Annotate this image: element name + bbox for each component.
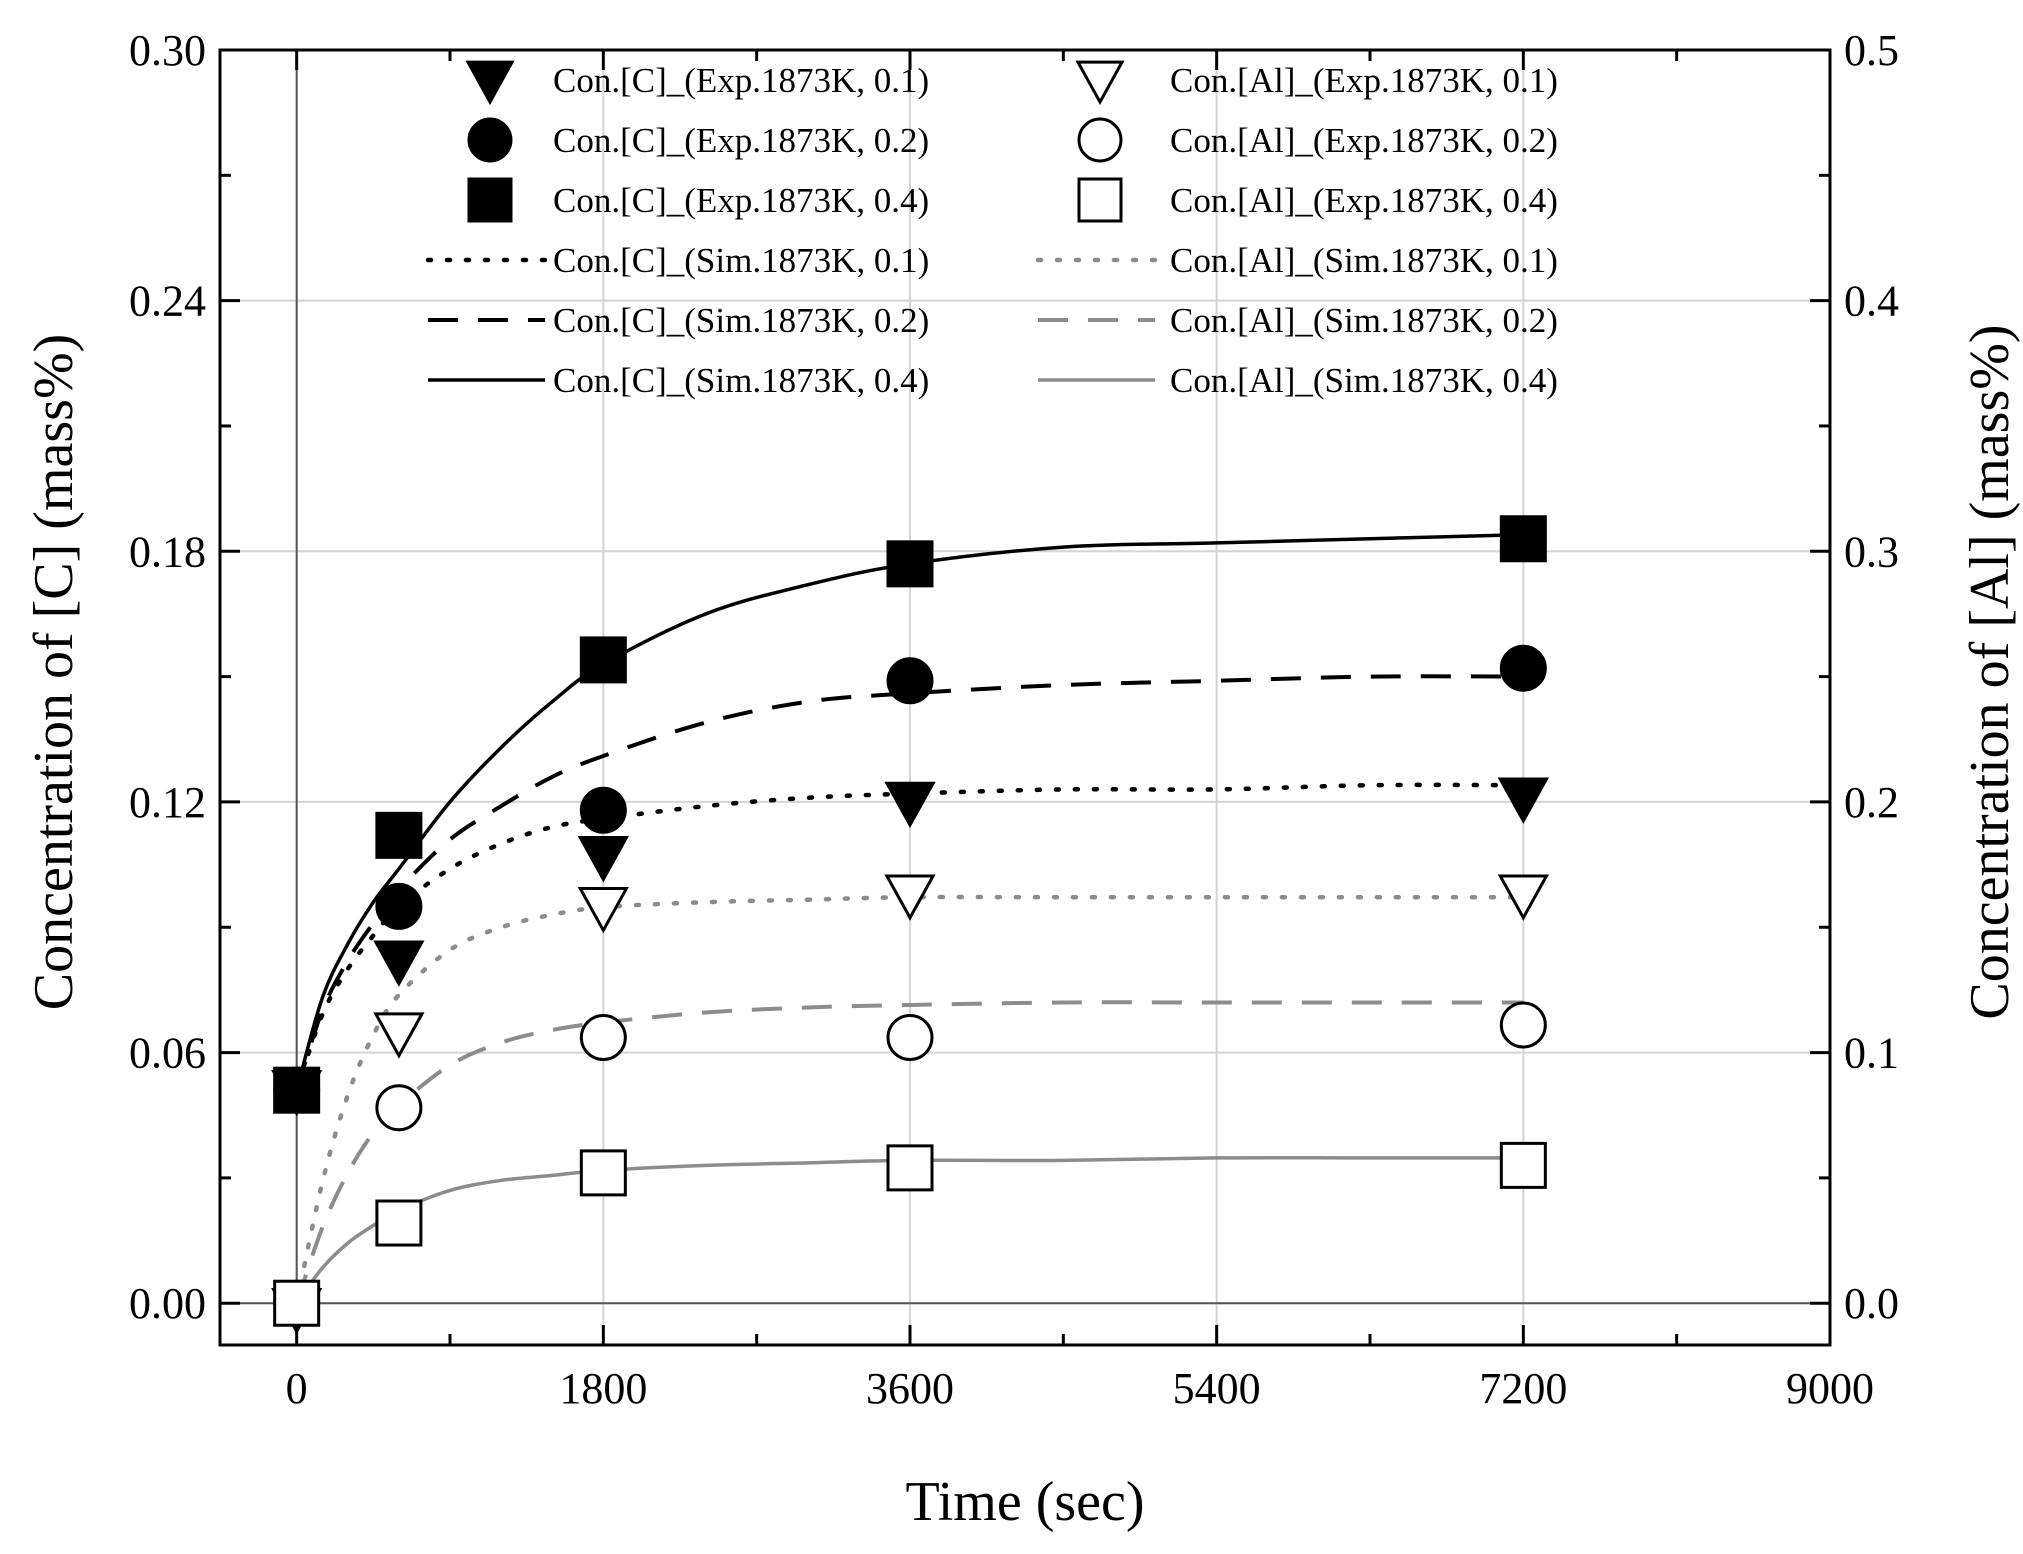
legend-symbol-5: [1077, 177, 1123, 223]
legend-label-3: Con.[Al]_(Exp.1873K, 0.1): [1170, 61, 1558, 100]
legend-symbol-2: [467, 177, 513, 223]
data-point-series-2: [886, 540, 934, 588]
x-tick-label: 7200: [1479, 1364, 1567, 1413]
data-point-series-0: [577, 836, 629, 883]
y-left-tick-label: 0.12: [129, 778, 206, 827]
x-axis-label: Time (sec): [905, 1471, 1144, 1533]
series-line-9: [294, 894, 1526, 1306]
y-axis-right-label: Concentration of [Al] (mass%): [1959, 324, 2021, 1019]
data-point-series-3: [577, 887, 629, 934]
y-left-tick-label: 0.06: [129, 1029, 206, 1078]
y-right-tick-label: 0.3: [1844, 527, 1899, 576]
data-point-series-4: [375, 1084, 423, 1132]
legend-symbol-4: [1077, 117, 1123, 163]
y-axis-left-label: Concentration of [C] (mass%): [23, 334, 85, 1010]
legend: Con.[C]_(Exp.1873K, 0.1) Con.[Al]_(Exp.18…: [425, 60, 1558, 400]
data-point-series-0: [373, 940, 425, 987]
data-point-series-1: [1499, 644, 1547, 692]
legend-symbol-1: [467, 117, 513, 163]
y-right-tick-label: 0.2: [1844, 778, 1899, 827]
data-point-series-2: [375, 811, 423, 859]
series-line-10: [294, 1000, 1524, 1304]
data-point-series-4: [886, 1014, 934, 1062]
series-line-6: [294, 782, 1526, 1093]
series-line-11: [295, 1155, 1524, 1305]
axes: 0 1800 3600 5400 7200 9000 0.00 0.06 0.12 0.18 0.2…: [129, 26, 1899, 1413]
data-point-series-5: [273, 1279, 321, 1327]
y-right-tick-label: 0.5: [1844, 26, 1899, 75]
y-right-tick-label: 0.0: [1844, 1279, 1899, 1328]
y-left-tick-label: 0.00: [129, 1279, 206, 1328]
legend-label-8: Con.[C]_(Sim.1873K, 0.4): [553, 361, 929, 400]
data-point-series-4: [1499, 1001, 1547, 1049]
data-point-series-3: [373, 1012, 425, 1059]
legend-label-11: Con.[Al]_(Sim.1873K, 0.4): [1170, 361, 1558, 400]
legend-symbol-3: [1075, 60, 1125, 106]
legend-symbol-0: [465, 60, 515, 106]
legend-label-4: Con.[Al]_(Exp.1873K, 0.2): [1170, 121, 1558, 160]
x-tick-label: 1800: [559, 1364, 647, 1413]
data-point-series-4: [579, 1014, 627, 1062]
legend-label-10: Con.[Al]_(Sim.1873K, 0.2): [1170, 301, 1558, 340]
data-point-series-1: [375, 882, 423, 930]
grid: [220, 49, 1831, 1345]
y-right-tick-label: 0.4: [1844, 277, 1899, 326]
legend-label-1: Con.[C]_(Exp.1873K, 0.2): [553, 121, 929, 160]
data-point-series-5: [375, 1199, 423, 1247]
data-point-series-1: [886, 657, 934, 705]
data-point-series-3: [884, 874, 936, 921]
y-right-tick-label: 0.1: [1844, 1029, 1899, 1078]
data-point-series-1: [579, 786, 627, 834]
data-point-series-5: [579, 1149, 627, 1197]
x-tick-label: 0: [286, 1364, 308, 1413]
marker-layer: [271, 515, 1549, 1335]
data-point-series-5: [1499, 1141, 1547, 1189]
series-layer: [294, 532, 1526, 1306]
plot-frame: [218, 48, 1832, 1347]
data-point-series-3: [1497, 874, 1549, 921]
legend-label-5: Con.[Al]_(Exp.1873K, 0.4): [1170, 181, 1558, 220]
legend-label-6: Con.[C]_(Sim.1873K, 0.1): [553, 241, 929, 280]
y-left-tick-label: 0.18: [129, 527, 206, 576]
legend-label-2: Con.[C]_(Exp.1873K, 0.4): [553, 181, 929, 220]
y-left-tick-label: 0.30: [129, 26, 206, 75]
data-point-series-0: [884, 781, 936, 829]
y-left-tick-label: 0.24: [129, 277, 206, 326]
x-tick-label: 3600: [866, 1364, 954, 1413]
data-point-series-2: [273, 1066, 321, 1114]
data-point-series-5: [886, 1144, 934, 1192]
x-tick-label: 9000: [1786, 1364, 1874, 1413]
legend-label-7: Con.[C]_(Sim.1873K, 0.2): [553, 301, 929, 340]
legend-label-9: Con.[Al]_(Sim.1873K, 0.1): [1170, 241, 1558, 280]
legend-label-0: Con.[C]_(Exp.1873K, 0.1): [553, 61, 929, 100]
data-point-series-2: [1499, 515, 1547, 563]
x-tick-label: 5400: [1173, 1364, 1261, 1413]
series-line-8: [295, 532, 1524, 1091]
data-point-series-2: [579, 636, 627, 684]
data-point-series-0: [1497, 777, 1549, 824]
